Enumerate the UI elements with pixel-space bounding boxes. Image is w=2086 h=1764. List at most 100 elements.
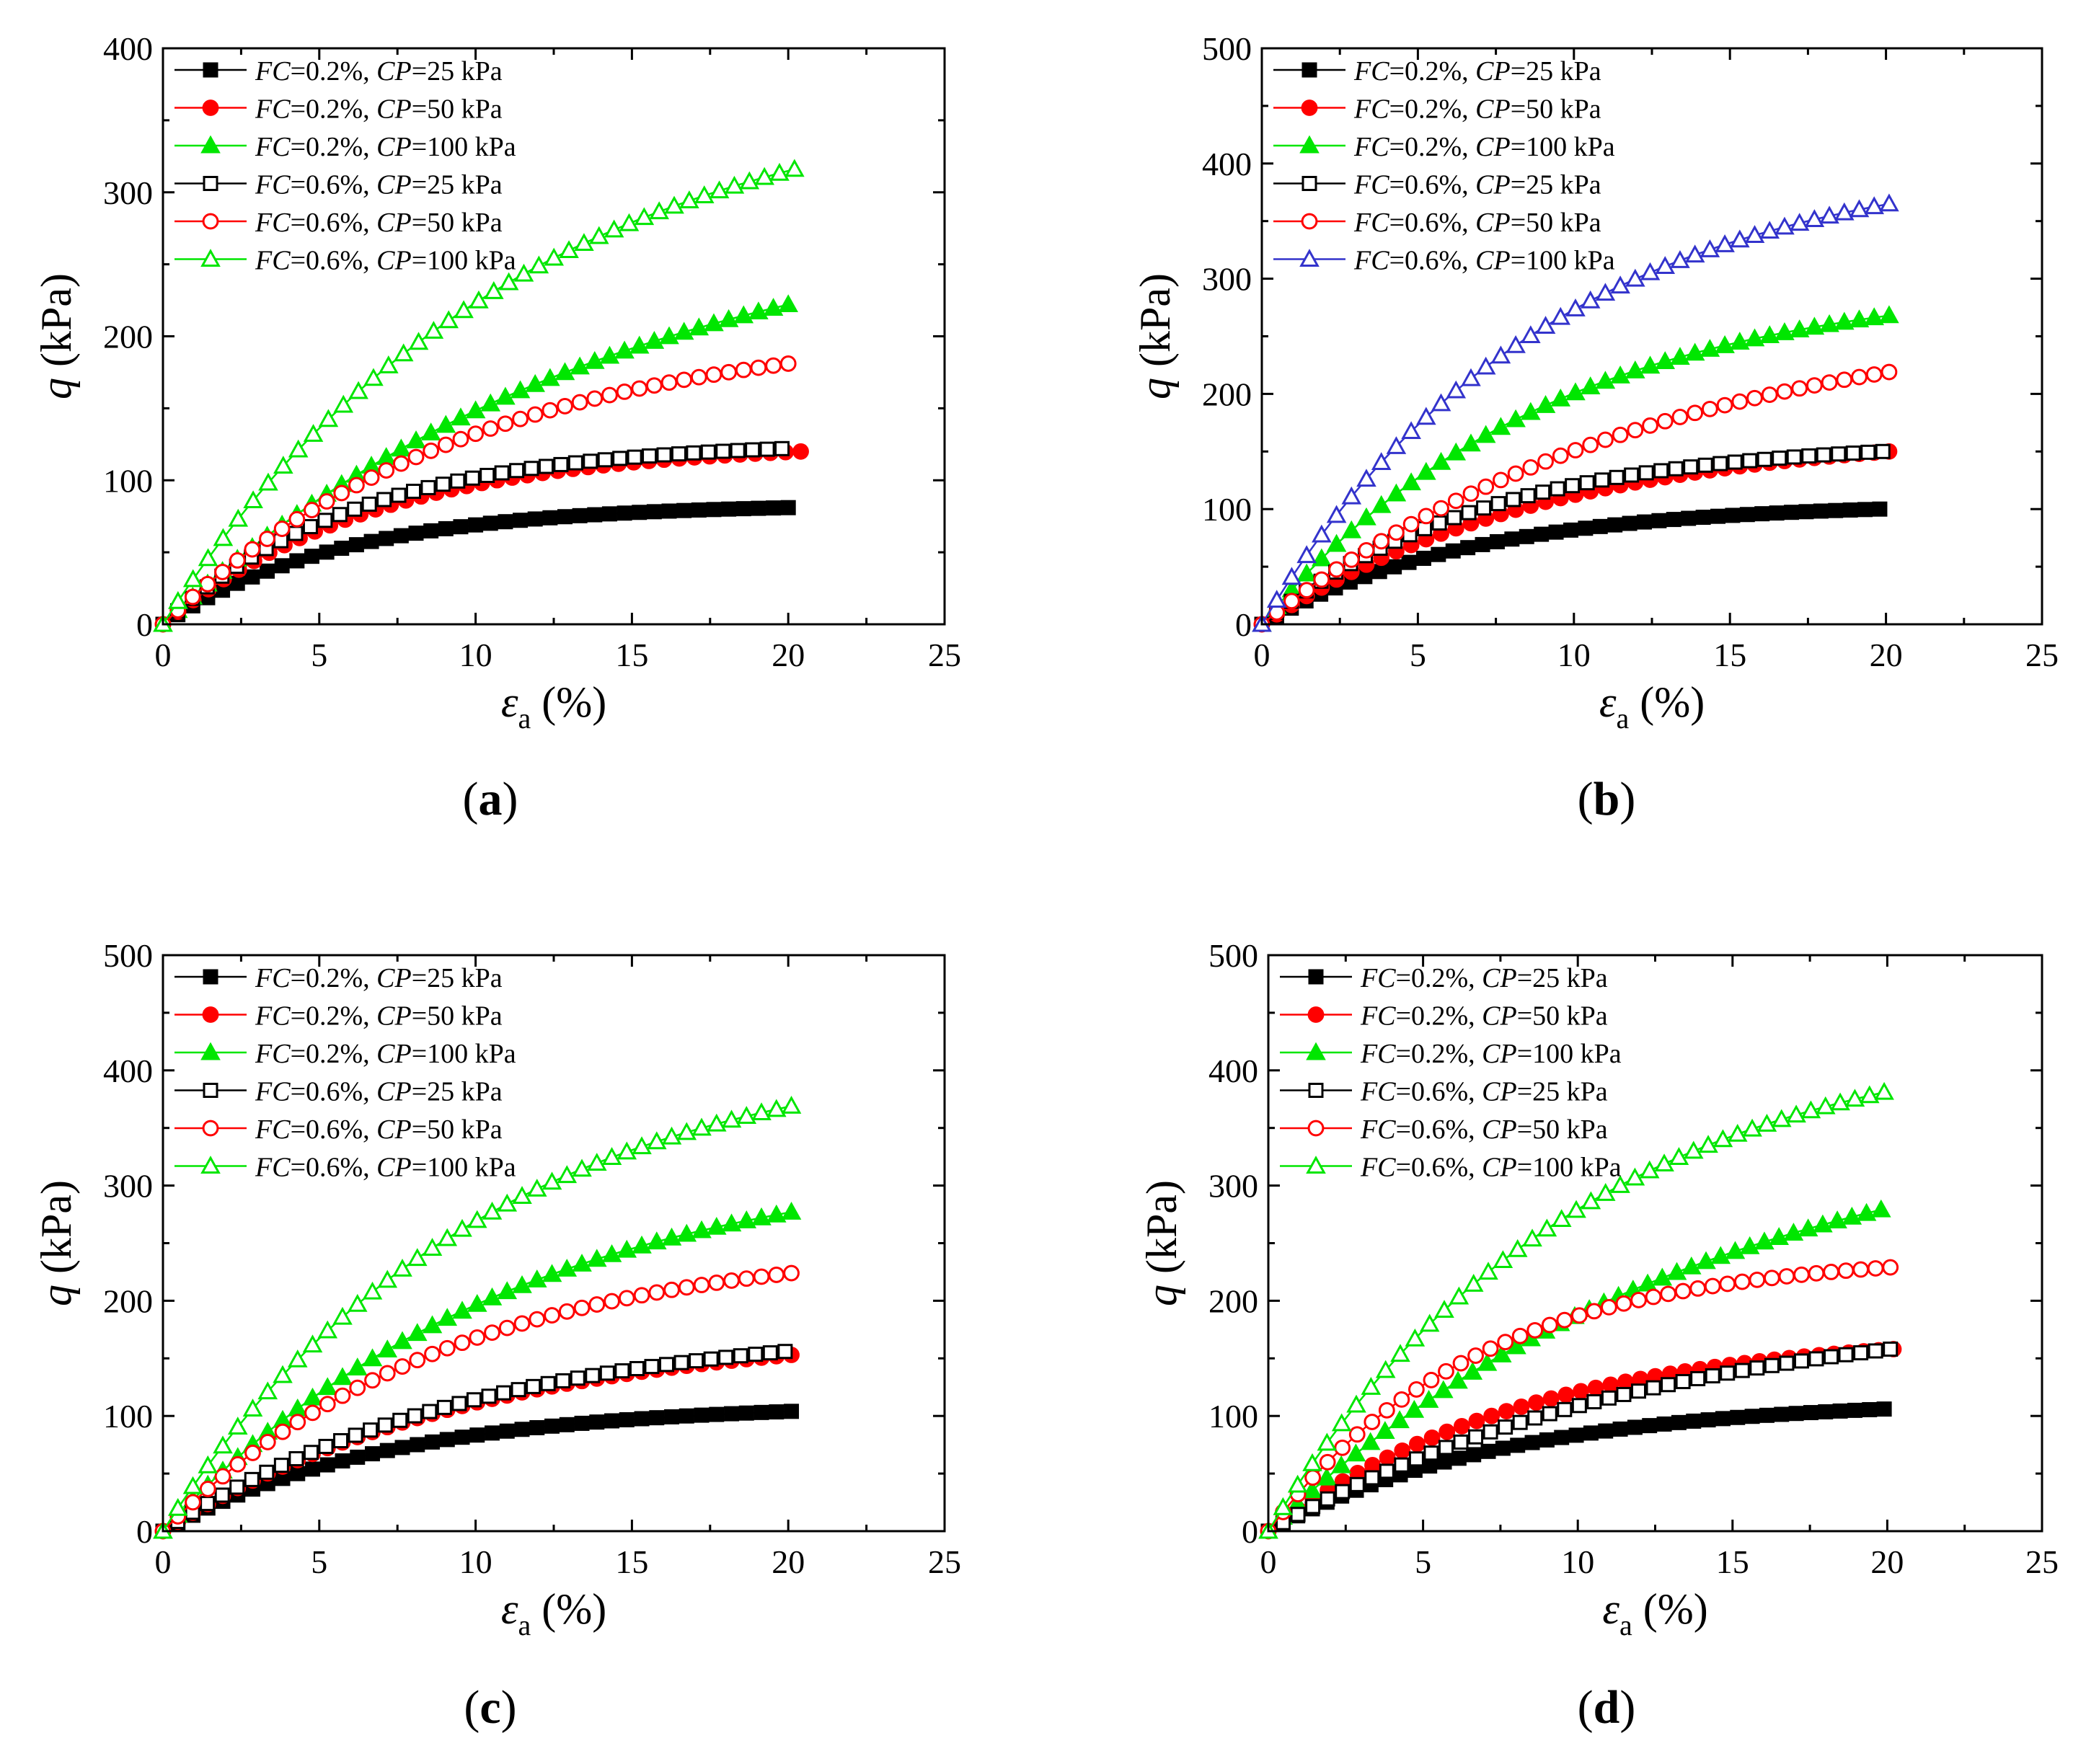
- data-point: [1312, 548, 1332, 567]
- data-point: [1528, 1394, 1544, 1411]
- data-point: [1827, 1210, 1847, 1229]
- data-point: [586, 390, 604, 407]
- y-tick-label: 500: [1202, 30, 1252, 67]
- data-point: [1852, 1261, 1870, 1278]
- data-point: [1462, 485, 1480, 502]
- data-point: [748, 1347, 764, 1362]
- data-point: [1290, 1507, 1306, 1523]
- data-point: [676, 502, 692, 518]
- data-point: [393, 528, 409, 544]
- data-point: [1542, 1390, 1560, 1407]
- legend: FC=0.2%, CP=25 kPa FC=0.2%, CP=50 kPa FC=0…: [174, 56, 516, 276]
- data-point: [1834, 311, 1855, 330]
- data-point: [1313, 571, 1330, 588]
- data-point: [708, 1275, 725, 1291]
- data-point: [1298, 582, 1315, 599]
- x-axis-title: εa (%): [1599, 678, 1705, 735]
- data-point: [1727, 454, 1743, 470]
- data-point: [1642, 1418, 1658, 1434]
- data-point: [1416, 407, 1436, 425]
- data-point: [425, 1434, 441, 1450]
- data-point: [1586, 1303, 1603, 1320]
- data-point: [1727, 1123, 1748, 1142]
- data-point: [435, 477, 451, 492]
- data-point: [363, 1422, 379, 1438]
- data-point: [1808, 1264, 1825, 1282]
- data-point: [1371, 495, 1392, 513]
- data-point: [439, 1432, 455, 1448]
- data-point: [1813, 503, 1829, 519]
- data-point: [1506, 492, 1521, 508]
- data-point: [1522, 1228, 1542, 1247]
- data-point: [498, 1319, 516, 1337]
- data-point: [779, 355, 797, 372]
- legend-entry: FC=0.6%, CP=100 kPa: [1353, 246, 1615, 276]
- data-point: [671, 446, 686, 462]
- data-point: [392, 455, 410, 472]
- x-tick-label: 15: [615, 1543, 648, 1580]
- data-point: [526, 1378, 542, 1394]
- data-point: [724, 175, 745, 194]
- data-point: [1596, 431, 1614, 448]
- data-point: [1521, 402, 1541, 420]
- data-point: [318, 493, 335, 510]
- data-point: [1754, 506, 1770, 522]
- data-point: [1774, 1406, 1790, 1422]
- data-point: [1326, 533, 1347, 552]
- data-point: [1356, 469, 1376, 487]
- data-point: [509, 463, 525, 479]
- data-point: [664, 195, 684, 214]
- data-point: [1607, 517, 1623, 533]
- data-point: [244, 541, 261, 558]
- data-point: [574, 233, 594, 252]
- y-tick-label: 300: [103, 1168, 153, 1205]
- data-point: [407, 1248, 428, 1267]
- x-tick-label: 15: [615, 637, 648, 673]
- y-tick-label: 0: [136, 606, 153, 643]
- data-point: [214, 564, 231, 580]
- data-point: [1640, 355, 1661, 374]
- data-point: [1446, 442, 1467, 461]
- data-point: [409, 1352, 426, 1369]
- data-point: [469, 1427, 485, 1443]
- data-point: [1539, 1432, 1555, 1448]
- legend-entry: FC=0.2%, CP=100 kPa: [255, 132, 516, 162]
- data-point: [1689, 1280, 1707, 1297]
- data-point: [1775, 216, 1795, 235]
- data-point: [1730, 332, 1750, 350]
- data-point: [498, 514, 513, 530]
- data-point: [334, 541, 350, 557]
- legend-entry: FC=0.6%, CP=50 kPa: [1360, 1114, 1608, 1145]
- panel-label: (b): [1578, 773, 1636, 825]
- data-point: [612, 451, 628, 466]
- data-point: [644, 330, 665, 349]
- data-point: [1838, 1347, 1854, 1362]
- data-point: [377, 1269, 398, 1288]
- panel-label: (d): [1578, 1681, 1636, 1734]
- data-point: [1343, 551, 1360, 568]
- legend-entry: FC=0.2%, CP=25 kPa: [255, 963, 503, 993]
- data-point: [1630, 1292, 1647, 1308]
- data-point: [616, 1239, 637, 1258]
- data-point: [573, 1299, 591, 1316]
- data-point: [715, 443, 731, 459]
- data-point: [479, 467, 495, 483]
- data-point: [469, 1329, 486, 1346]
- data-point: [1756, 1114, 1777, 1132]
- data-point: [766, 1204, 787, 1223]
- data-point: [1819, 205, 1839, 224]
- x-tick-label: 20: [1870, 1543, 1904, 1580]
- data-point: [619, 1411, 635, 1427]
- data-point: [1483, 1407, 1501, 1424]
- data-point: [540, 1375, 556, 1391]
- data-point: [1772, 451, 1787, 466]
- data-point: [691, 1117, 712, 1136]
- data-point: [1631, 1383, 1647, 1399]
- data-point: [759, 441, 775, 457]
- data-point: [1375, 1360, 1396, 1378]
- legend-marker: [203, 1083, 218, 1098]
- data-point: [1319, 1453, 1336, 1471]
- legend: FC=0.2%, CP=25 kPa FC=0.2%, CP=50 kPa FC=0…: [1273, 56, 1615, 276]
- data-point: [1266, 590, 1287, 608]
- data-point: [437, 1308, 458, 1326]
